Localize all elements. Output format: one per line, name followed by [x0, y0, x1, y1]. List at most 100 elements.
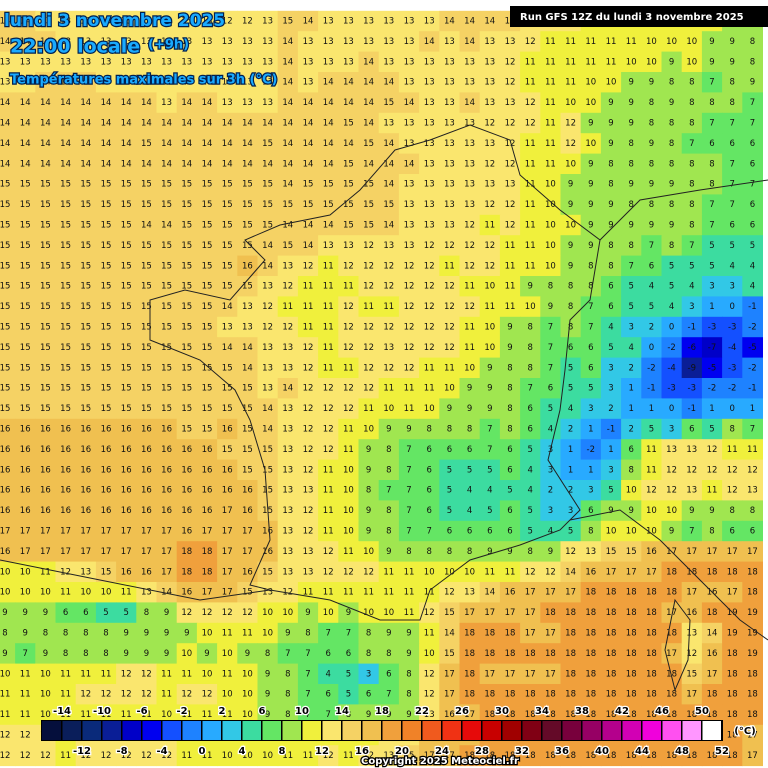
scale-box — [262, 721, 281, 740]
cell-value: 13 — [282, 486, 293, 496]
cell-value: 7 — [689, 241, 694, 251]
cell-value: 11 — [60, 690, 71, 700]
cell-value: 18 — [565, 608, 576, 618]
cell-value: 5 — [649, 425, 654, 435]
cell-value: 11 — [606, 37, 617, 47]
cell-value: 9 — [164, 608, 169, 618]
cell-value: 16 — [505, 588, 516, 598]
cell-value: 17 — [161, 527, 172, 537]
cell-value: 14 — [141, 119, 152, 129]
cell-value: 13 — [181, 37, 192, 47]
cell-value: 15 — [343, 221, 354, 231]
cell-value: 8 — [406, 690, 411, 700]
cell-value: 12 — [363, 241, 374, 251]
cell-value: 12 — [303, 445, 314, 455]
cell-value: 16 — [646, 547, 657, 557]
cell-value: 12 — [484, 261, 495, 271]
cell-value: 10 — [363, 425, 374, 435]
cell-value: 8 — [386, 527, 391, 537]
cell-value: 18 — [464, 690, 475, 700]
cell-value: 18 — [585, 690, 596, 700]
cell-value: 14 — [121, 119, 132, 129]
cell-value: 3 — [608, 465, 613, 475]
field-cell — [75, 133, 97, 155]
cell-value: 13 — [424, 98, 435, 108]
cell-value: 12 — [303, 425, 314, 435]
cell-value: 13 — [282, 527, 293, 537]
field-cell — [378, 92, 400, 114]
scale-box — [602, 721, 621, 740]
cell-value: 12 — [686, 465, 697, 475]
cell-value: 3 — [628, 323, 633, 333]
cell-value: 17 — [60, 527, 71, 537]
cell-value: 17 — [505, 608, 516, 618]
cell-value: 15 — [20, 200, 31, 210]
cell-value: 4 — [467, 506, 472, 516]
cell-value: 11 — [404, 567, 415, 577]
field-cell — [378, 112, 400, 134]
cell-value: 8 — [689, 200, 694, 210]
cell-value: 13 — [222, 98, 233, 108]
field-cell — [641, 92, 662, 114]
cell-value: 14 — [303, 221, 314, 231]
cell-value: 15 — [303, 200, 314, 210]
cell-value: 15 — [101, 282, 112, 292]
field-cell — [600, 112, 622, 134]
cell-value: 15 — [222, 261, 233, 271]
field-cell — [0, 72, 16, 93]
field-cell — [742, 72, 763, 93]
cell-value: 16 — [141, 445, 152, 455]
field-cell — [55, 51, 77, 73]
cell-value: 13 — [282, 363, 293, 373]
cell-value: 18 — [646, 690, 657, 700]
cell-value: 11 — [585, 57, 596, 67]
cell-value: 13 — [666, 445, 677, 455]
cell-value: 15 — [303, 180, 314, 190]
scale-label: -6 — [136, 706, 147, 717]
cell-value: 5 — [709, 241, 714, 251]
cell-value: 9 — [669, 98, 674, 108]
field-cell — [621, 92, 642, 114]
cell-value: 15 — [444, 608, 455, 618]
field-cell — [499, 72, 521, 93]
field-cell — [136, 31, 157, 53]
cell-value: 13 — [424, 78, 435, 88]
cell-value: 14 — [303, 241, 314, 251]
cell-value: 10 — [545, 261, 556, 271]
cell-value: 6 — [750, 139, 755, 149]
cell-value: 9 — [164, 629, 169, 639]
cell-value: 12 — [303, 527, 314, 537]
scale-box — [522, 721, 541, 740]
cell-value: 11 — [707, 486, 718, 496]
cell-value: 2 — [628, 363, 633, 373]
cell-value: 5 — [649, 302, 654, 312]
field-cell — [580, 112, 602, 134]
field-cell — [419, 31, 440, 53]
cell-value: 13 — [404, 78, 415, 88]
cell-value: 4 — [487, 486, 492, 496]
cell-value: 13 — [141, 78, 152, 88]
cell-value: 16 — [60, 425, 71, 435]
cell-value: 13 — [383, 57, 394, 67]
cell-value: 6 — [447, 527, 452, 537]
cell-value: 12 — [505, 159, 516, 169]
cell-value: 8 — [689, 159, 694, 169]
cell-value: 18 — [646, 669, 657, 679]
field-cell — [439, 112, 460, 134]
cell-value: 7 — [325, 710, 330, 720]
cell-value: 15 — [0, 221, 10, 231]
cell-value: 14 — [282, 221, 293, 231]
cell-value: 18 — [727, 710, 738, 720]
cell-value: 3 — [669, 425, 674, 435]
scale-box — [542, 721, 561, 740]
cell-value: 11 — [343, 425, 354, 435]
field-cell — [318, 92, 339, 114]
cell-value: 16 — [202, 445, 213, 455]
cell-value: 9 — [669, 221, 674, 231]
scale-label: 0 — [199, 746, 206, 757]
cell-value: 12 — [202, 690, 213, 700]
field-cell — [621, 133, 642, 155]
cell-value: 9 — [588, 241, 593, 251]
cell-value: 4 — [527, 486, 532, 496]
cell-value: 15 — [282, 200, 293, 210]
